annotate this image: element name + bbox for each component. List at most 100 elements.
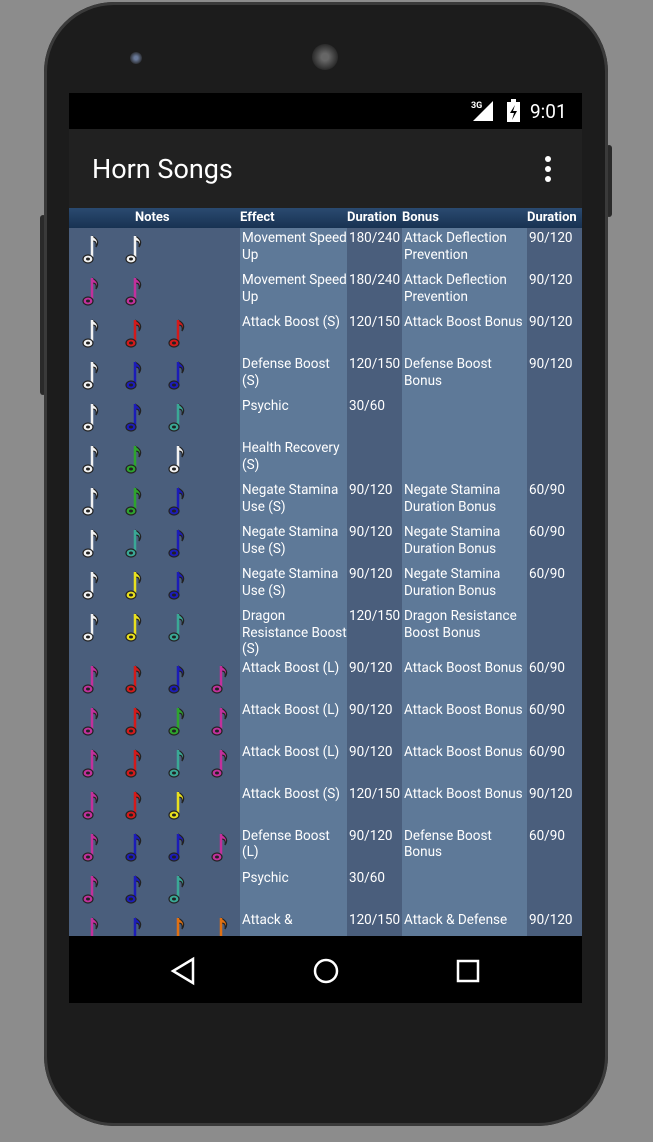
note-icon <box>82 571 99 600</box>
table-row: Negate Stamina Use (S) 90/120 Negate Stami… <box>69 480 582 522</box>
note-icon <box>82 874 99 904</box>
notes-cell <box>69 480 240 522</box>
note-hole <box>86 509 90 513</box>
table-cell: 60/90 <box>529 566 565 582</box>
speaker <box>312 44 338 70</box>
note-hole <box>129 897 133 900</box>
note-hole <box>172 897 176 900</box>
table-cell: Movement Speed Up <box>242 272 347 305</box>
note-hole <box>86 897 90 900</box>
table-row: Psychic 30/60 <box>69 868 582 910</box>
note-icon <box>168 403 185 432</box>
table-cell: 180/240 <box>349 272 401 288</box>
note-hole <box>86 341 90 345</box>
notes-cell <box>69 396 240 438</box>
note-icon <box>82 529 99 558</box>
note-hole <box>129 299 133 303</box>
nav-bar <box>69 936 582 1003</box>
status-bar: 3G 9:01 <box>69 93 582 129</box>
table-cell: 90/120 <box>349 659 393 676</box>
table-cell: Movement Speed Up <box>242 230 347 263</box>
note-icon <box>129 916 142 936</box>
note-hole <box>129 551 133 555</box>
note-hole <box>129 771 133 774</box>
note-hole <box>172 635 176 639</box>
note-icon <box>168 319 185 348</box>
note-hole <box>172 509 176 513</box>
back-button[interactable] <box>169 956 199 986</box>
note-hole <box>86 551 90 555</box>
table-cell: Attack Boost (L) <box>242 659 340 676</box>
notes-cell <box>69 910 240 936</box>
home-button[interactable] <box>311 956 341 986</box>
note-hole <box>86 635 90 639</box>
note-icon <box>168 445 185 474</box>
note-icon <box>125 748 142 778</box>
table-cell: 30/60 <box>349 869 385 886</box>
table-row: Attack & 120/150 Attack & Defense 90/120 <box>69 910 582 936</box>
table-cell: 90/120 <box>349 524 393 540</box>
signal-icon <box>473 101 493 121</box>
note-icon <box>211 706 228 736</box>
app-bar: Horn Songs <box>69 129 582 208</box>
overflow-menu[interactable] <box>539 155 557 185</box>
table-row: Psychic 30/60 <box>69 396 582 438</box>
note-icon <box>125 613 142 642</box>
note-icon <box>172 916 185 936</box>
table-cell: Attack Boost (L) <box>242 743 340 760</box>
table-cell: 180/240 <box>349 230 401 246</box>
table-cell: 60/90 <box>529 827 565 844</box>
note-hole <box>129 425 133 429</box>
column-header: Duration <box>527 210 577 225</box>
screen: 3G 9:01 Horn Songs Notes Effect Duration… <box>69 93 582 1003</box>
table-cell <box>527 396 582 438</box>
table-row: Movement Speed Up 180/240 Attack Deflectio… <box>69 228 582 270</box>
note-hole <box>86 771 90 774</box>
battery-icon <box>507 99 520 122</box>
network: 3G <box>471 101 483 111</box>
note-hole <box>129 509 133 513</box>
note-hole <box>172 551 176 555</box>
note-icon <box>211 832 228 862</box>
table-cell: Attack Boost (L) <box>242 701 340 718</box>
note-hole <box>172 341 176 345</box>
recents-button[interactable] <box>453 956 483 986</box>
note-icon <box>125 529 142 558</box>
table-cell: 90/120 <box>529 314 573 330</box>
note-hole <box>86 813 90 816</box>
notes-cell <box>69 742 240 784</box>
note-icon <box>211 664 228 694</box>
note-icon <box>82 487 99 516</box>
table-cell: Attack Boost Bonus <box>404 743 523 760</box>
table-row: Attack Boost (S) 120/150 Attack Boost Bonu… <box>69 312 582 354</box>
note-icon <box>82 319 99 348</box>
table-cell: 120/150 <box>349 785 401 802</box>
column-header: Duration <box>347 210 397 225</box>
side-button <box>606 145 612 217</box>
note-hole <box>129 257 133 261</box>
note-hole <box>86 855 90 858</box>
table-cell: Dragon Resistance Boost Bonus <box>404 608 517 641</box>
table-cell: 30/60 <box>349 398 385 414</box>
note-hole <box>86 687 90 690</box>
table-cell: Attack Deflection Prevention <box>404 230 507 263</box>
note-hole <box>172 729 176 732</box>
table-cell: 60/90 <box>529 743 565 760</box>
notes-cell <box>69 606 240 658</box>
table-cell: Defense Boost (S) <box>242 356 330 389</box>
note-icon <box>82 277 99 306</box>
table-cell: Attack Boost (S) <box>242 785 341 802</box>
notes-cell <box>69 354 240 396</box>
table-cell <box>527 868 582 910</box>
note-hole <box>86 593 90 597</box>
notes-cell <box>69 228 240 270</box>
table-cell: Defense Boost Bonus <box>404 827 492 861</box>
table-cell: Health Recovery (S) <box>242 440 340 473</box>
note-hole <box>86 257 90 261</box>
column-header: Notes <box>135 210 170 225</box>
notes-cell <box>69 784 240 826</box>
note-icon <box>125 706 142 736</box>
note-icon <box>168 874 185 904</box>
note-hole <box>86 383 90 387</box>
